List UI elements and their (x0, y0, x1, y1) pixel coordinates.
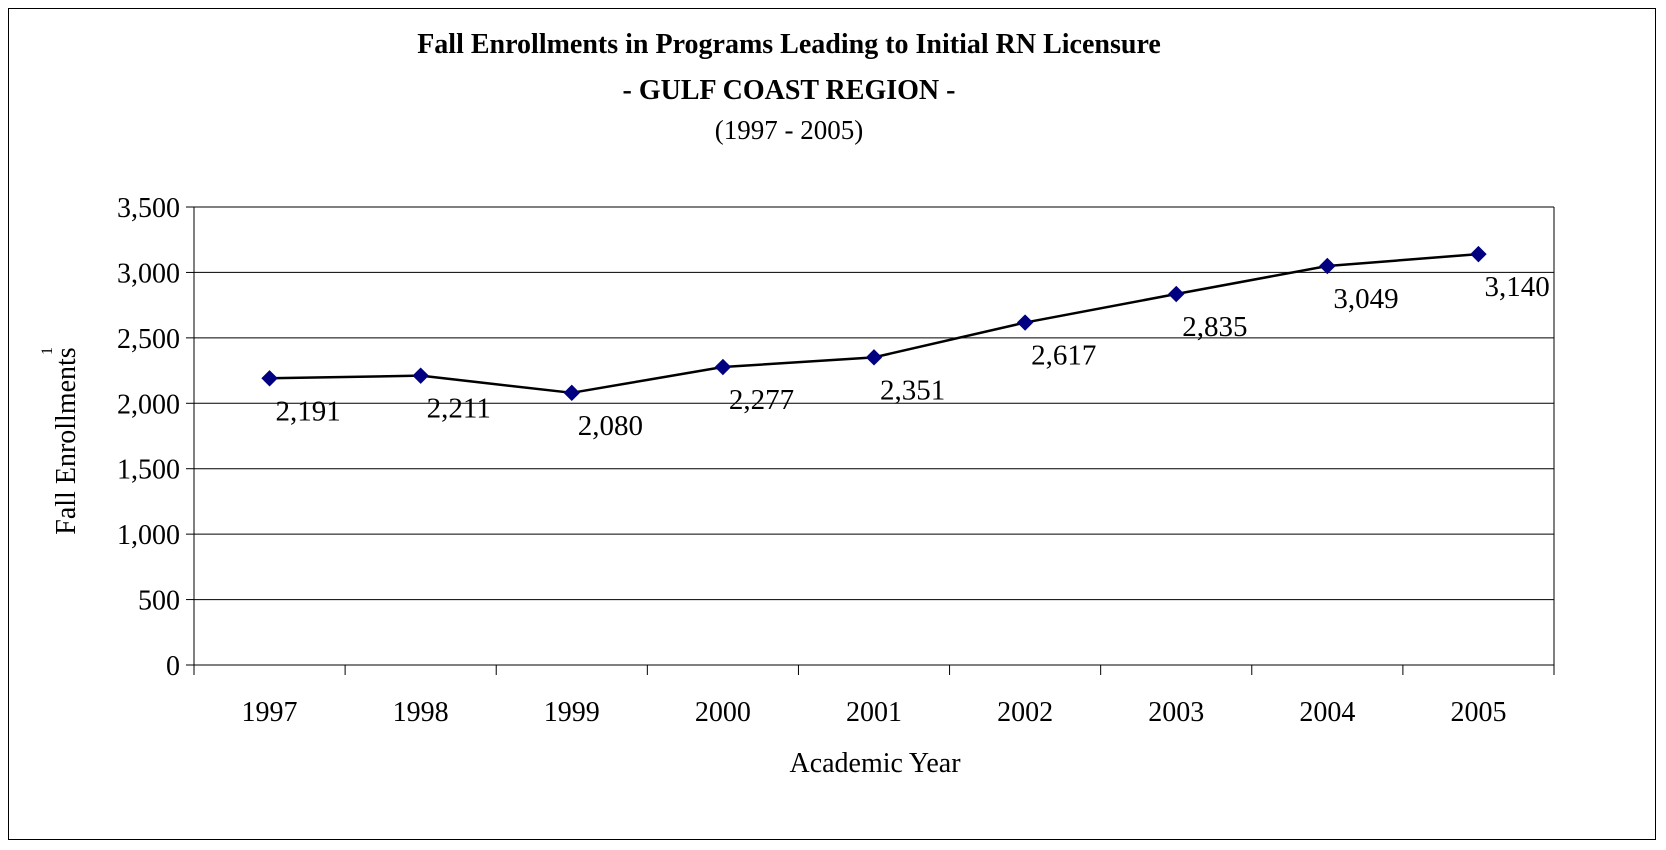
data-point-1999 (563, 384, 580, 402)
axes (193, 207, 1555, 666)
y-tick-label: 3,500 (117, 193, 180, 224)
y-tick-label: 3,000 (117, 258, 180, 289)
y-tick-label: 0 (166, 651, 180, 682)
gridlines (194, 206, 1554, 601)
y-tick-label: 1,500 (117, 455, 180, 486)
x-tick-label-2005: 2005 (1450, 697, 1506, 728)
x-tick-label-2004: 2004 (1299, 697, 1355, 728)
y-axis-ticks: 0 500 1,000 1,500 2,000 2,500 3,000 3,500 (117, 193, 194, 682)
y-tick-label: 500 (138, 586, 180, 617)
chart-frame: Fall Enrollments in Programs Leading to … (8, 8, 1656, 840)
series-enrollments (261, 245, 1487, 402)
chart-subtitle: - GULF COAST REGION - (623, 75, 956, 106)
x-tick-label-2002: 2002 (997, 697, 1053, 728)
data-label-2000: 2,277 (729, 384, 794, 416)
x-axis-title: Academic Year (789, 748, 961, 779)
x-tick-label-2001: 2001 (846, 697, 902, 728)
data-point-2000 (714, 358, 732, 376)
data-point-2003 (1168, 285, 1185, 303)
y-axis-title-group: Fall Enrollments (51, 347, 82, 534)
series-line (269, 252, 1479, 395)
data-label-1999: 2,080 (578, 410, 643, 442)
y-tick-label: 1,000 (117, 520, 180, 551)
data-point-2001 (865, 349, 883, 366)
x-tick-label-1999: 1999 (544, 697, 600, 728)
y-tick-label: 2,500 (117, 324, 180, 355)
chart-date-range: (1997 - 2005) (715, 115, 863, 145)
line-chart: Fall Enrollments in Programs Leading to … (39, 29, 1555, 779)
x-tick-label-2003: 2003 (1148, 697, 1204, 728)
data-point-1998 (412, 367, 429, 384)
data-label-2001: 2,351 (880, 374, 945, 406)
data-point-1997 (261, 370, 278, 387)
data-label-2005: 3,140 (1484, 271, 1549, 303)
data-label-2002: 2,617 (1031, 340, 1096, 372)
data-label-2004: 3,049 (1333, 283, 1398, 315)
y-axis-title-footnote: 1 (39, 347, 56, 355)
data-point-2002 (1016, 314, 1034, 331)
x-tick-label-2000: 2000 (695, 697, 751, 728)
y-axis-title: Fall Enrollments (51, 347, 82, 534)
x-axis-ticks: 1997 1998 1999 2000 2001 2002 2003 2004 2005 (193, 665, 1555, 728)
x-tick-label-1998: 1998 (393, 697, 449, 728)
x-tick-label-1997: 1997 (242, 697, 298, 728)
data-point-2005 (1470, 245, 1487, 263)
chart-title: Fall Enrollments in Programs Leading to … (417, 29, 1161, 60)
data-label-1998: 2,211 (427, 393, 491, 425)
data-point-2004 (1319, 257, 1336, 275)
data-label-1997: 2,191 (276, 395, 341, 427)
data-labels: 2,191 2,211 2,080 2,277 2,351 2,617 2,835 3,049… (276, 271, 1550, 442)
y-tick-label: 2,000 (117, 389, 180, 420)
data-label-2003: 2,835 (1182, 311, 1247, 343)
